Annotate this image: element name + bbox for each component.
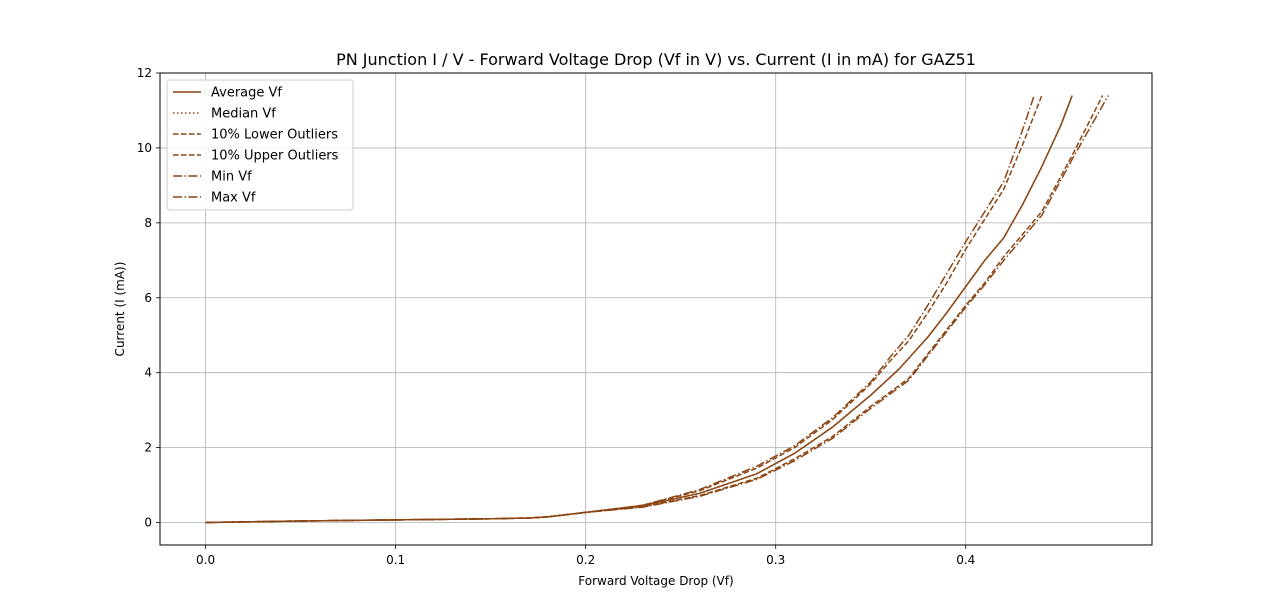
legend[interactable]: Average Vf Median Vf 10% Lower Outliers 10%…	[166, 79, 354, 211]
chart-title: PN Junction I / V - Forward Voltage Drop…	[336, 50, 976, 69]
legend-entry[interactable]: 10% Lower Outliers	[211, 128, 338, 143]
y-tick-label: 6	[144, 291, 152, 305]
plot-frame	[159, 72, 1153, 546]
legend-entry[interactable]: Max Vf	[211, 191, 256, 206]
series-line-10-upper-outliers	[205, 95, 1043, 524]
y-tick-label: 10	[137, 141, 152, 155]
y-tick-label: 2	[144, 441, 152, 455]
series-line-min-vf	[205, 95, 1035, 524]
x-tick-label: 0.4	[956, 553, 975, 567]
x-axis-label: Forward Voltage Drop (Vf)	[578, 574, 733, 588]
y-axis-label: Current (I (mA))	[113, 262, 127, 357]
y-tick-label: 0	[144, 516, 152, 530]
x-tick-label: 0.0	[196, 553, 215, 567]
x-tick-label: 0.1	[386, 553, 405, 567]
legend-entry[interactable]: Median Vf	[211, 107, 276, 122]
legend-entry[interactable]: 10% Upper Outliers	[211, 149, 339, 164]
y-axis: 0 2 4 6 8 10 12	[137, 66, 160, 530]
legend-box	[166, 79, 354, 211]
x-tick-label: 0.3	[766, 553, 785, 567]
legend-entry[interactable]: Min Vf	[211, 170, 252, 185]
series-line-10-lower-outliers	[205, 95, 1104, 524]
y-tick-label: 12	[137, 66, 152, 80]
x-tick-label: 0.2	[576, 553, 595, 567]
series-layer	[205, 95, 1109, 524]
x-axis: 0.0 0.1 0.2 0.3 0.4	[196, 545, 975, 567]
legend-entry[interactable]: Average Vf	[211, 86, 282, 101]
y-tick-label: 4	[144, 366, 152, 380]
series-line-max-vf	[205, 95, 1109, 524]
y-tick-label: 8	[144, 216, 152, 230]
